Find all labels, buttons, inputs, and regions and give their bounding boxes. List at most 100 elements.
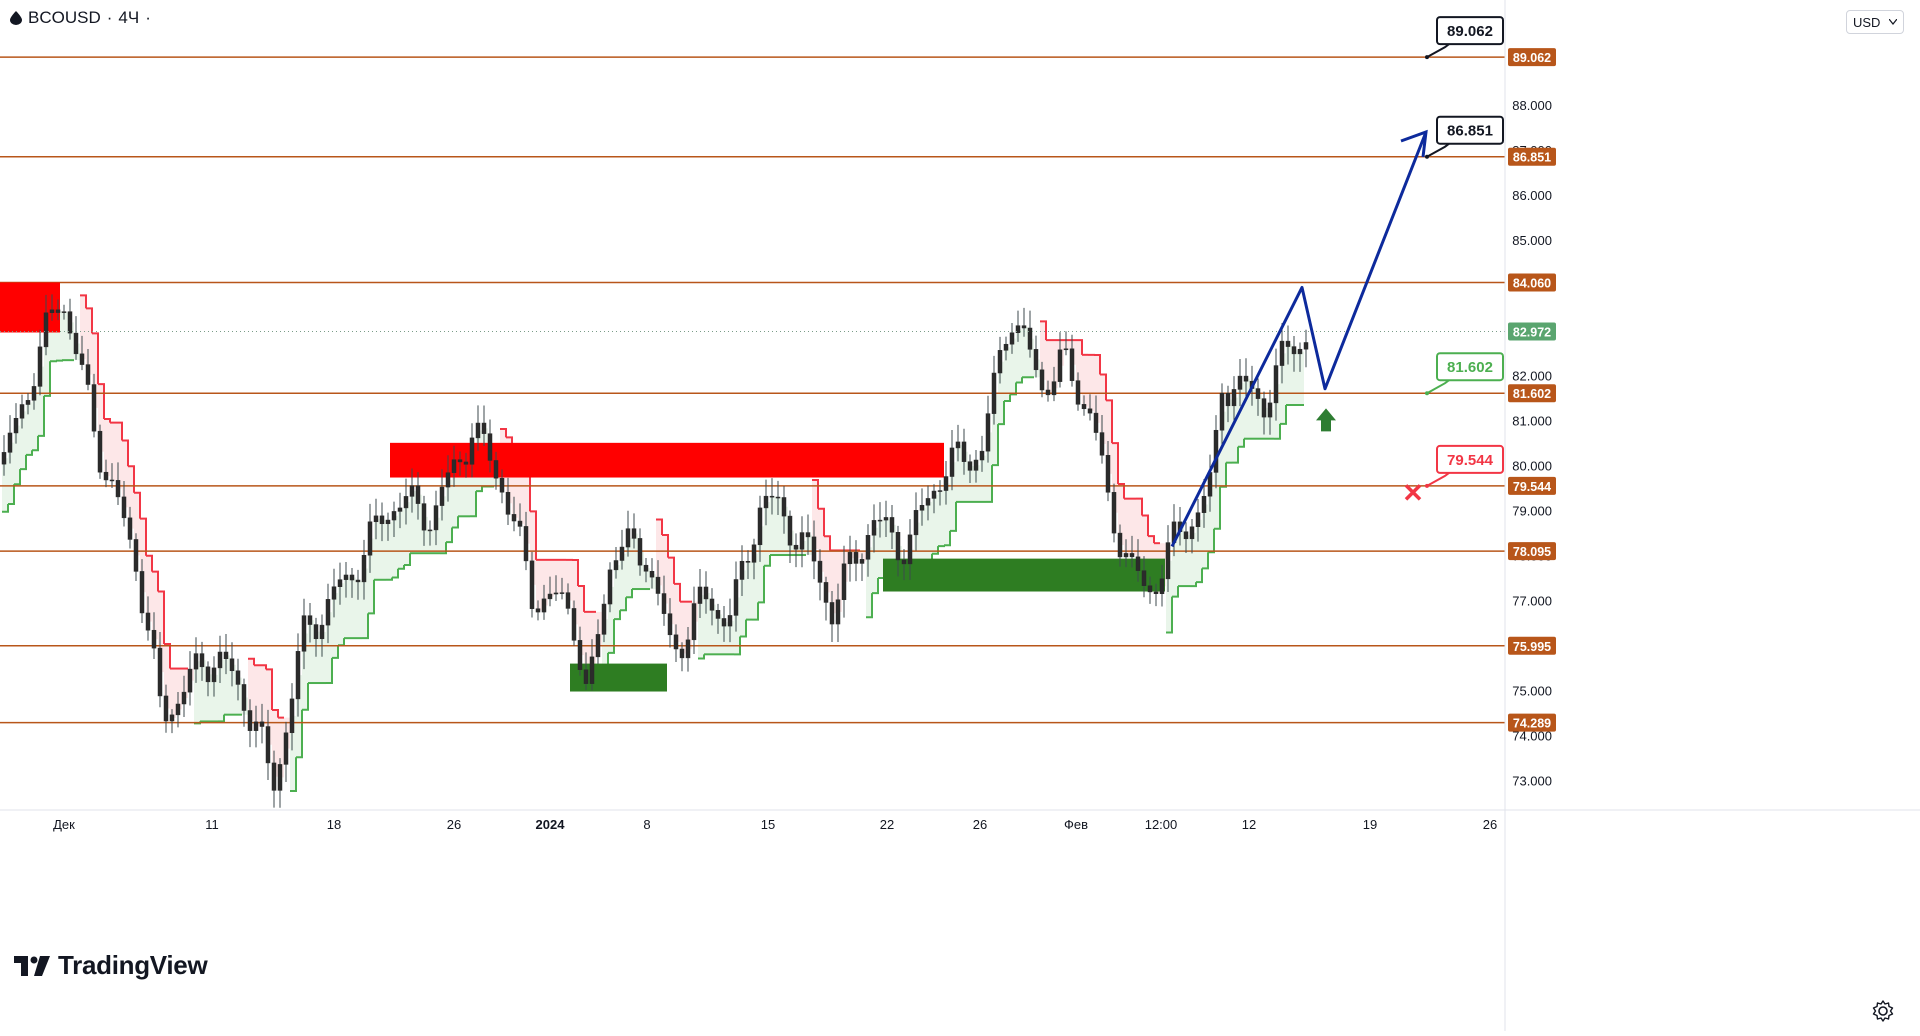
price-tick-label: 79.000: [1512, 503, 1552, 518]
candle-body: [320, 625, 324, 639]
time-tick-label: 19: [1363, 817, 1377, 832]
candle-body: [218, 652, 222, 668]
price-tick-label: 85.000: [1512, 233, 1552, 248]
candle-body: [536, 609, 540, 612]
candle-body: [1142, 571, 1146, 586]
symbol-name[interactable]: BCOUSD: [28, 8, 101, 28]
time-tick-label: 15: [761, 817, 775, 832]
candle-body: [830, 602, 834, 624]
candle-body: [1154, 592, 1158, 594]
trend-shade: [1256, 394, 1262, 439]
candle-body: [512, 514, 516, 521]
trend-shade: [1022, 327, 1028, 377]
trend-shade: [776, 497, 782, 555]
candle-body: [530, 561, 534, 609]
candle-body: [1214, 430, 1218, 472]
candle-body: [1058, 350, 1062, 382]
candle-body: [86, 365, 90, 385]
price-tick-label: 81.000: [1512, 413, 1552, 428]
trend-shade: [1130, 499, 1136, 555]
chart-header[interactable]: BCOUSD · 4Ч ·: [10, 8, 151, 28]
trend-shade: [356, 581, 362, 638]
candle-body: [974, 460, 978, 470]
candle-body: [1040, 370, 1044, 390]
time-tick-label: 8: [643, 817, 650, 832]
time-tick-label: 26: [1483, 817, 1497, 832]
candle-body: [296, 651, 300, 699]
candle-body: [182, 692, 186, 704]
candle-body: [116, 480, 120, 497]
candle-body: [404, 496, 408, 508]
candle-body: [374, 516, 378, 522]
chart-settings-button[interactable]: [1870, 998, 1896, 1024]
candle-body: [398, 508, 402, 512]
candle-body: [260, 722, 264, 727]
time-tick-label: Дек: [53, 817, 75, 832]
price-callout: 81.602: [1425, 353, 1503, 395]
candle-body: [62, 312, 66, 313]
trailing-stop-segment: [50, 361, 56, 362]
trend-shade: [338, 583, 344, 645]
trend-shade: [806, 535, 812, 555]
buy-arrow-icon: [1316, 408, 1336, 431]
interval-label[interactable]: 4Ч: [118, 8, 139, 28]
candle-body: [338, 580, 342, 587]
time-tick-label: Фев: [1064, 817, 1088, 832]
level-label: 84.060: [1513, 276, 1551, 290]
candle-body: [14, 418, 18, 433]
trend-shade: [344, 577, 350, 638]
candle-body: [908, 535, 912, 564]
trend-shade: [920, 508, 926, 566]
candle-body: [596, 634, 600, 656]
stop-cross-icon: [1406, 485, 1420, 499]
candle-body: [500, 478, 504, 492]
candle-body: [98, 431, 102, 472]
callout-anchor: [1425, 155, 1429, 159]
currency-selector[interactable]: USD: [1846, 10, 1904, 34]
candle-body: [578, 640, 582, 669]
trend-shade: [320, 632, 326, 683]
candle-body: [1244, 376, 1248, 381]
candle-body: [452, 460, 456, 473]
candle-body: [104, 472, 108, 480]
candle-body: [980, 451, 984, 460]
candle-body: [2, 452, 6, 464]
trend-shade: [1088, 355, 1094, 411]
price-callout: 86.851: [1425, 117, 1503, 159]
candle-body: [710, 599, 714, 610]
candle-body: [68, 312, 72, 333]
candle-body: [734, 579, 738, 615]
tradingview-logo[interactable]: TradingView: [14, 950, 207, 981]
candle-body: [440, 487, 444, 506]
candle-body: [458, 460, 462, 462]
trend-shade: [632, 534, 638, 590]
candle-body: [1052, 382, 1056, 395]
candle-body: [860, 559, 864, 563]
candle-body: [254, 722, 258, 731]
callout-label: 79.544: [1447, 452, 1494, 469]
candle-body: [992, 373, 996, 414]
candle-body: [848, 552, 852, 563]
candle-body: [1166, 543, 1170, 579]
candle: [278, 758, 282, 808]
candle-body: [476, 423, 480, 438]
candle-body: [842, 564, 846, 600]
candle-body: [656, 577, 660, 593]
price-tick-label: 73.000: [1512, 774, 1552, 789]
time-tick-label: 2024: [536, 817, 566, 832]
candle-body: [752, 545, 756, 563]
candle-body: [428, 530, 432, 531]
candle-body: [764, 496, 768, 508]
candle-body: [176, 704, 180, 715]
trend-shade: [980, 456, 986, 502]
last-price-label: 82.972: [1513, 325, 1551, 339]
trend-shade: [254, 665, 260, 726]
candle-body: [1010, 333, 1014, 344]
candle-body: [290, 699, 294, 733]
candle-body: [1046, 390, 1050, 395]
candle-body: [1022, 326, 1026, 328]
trend-shade: [62, 312, 68, 360]
